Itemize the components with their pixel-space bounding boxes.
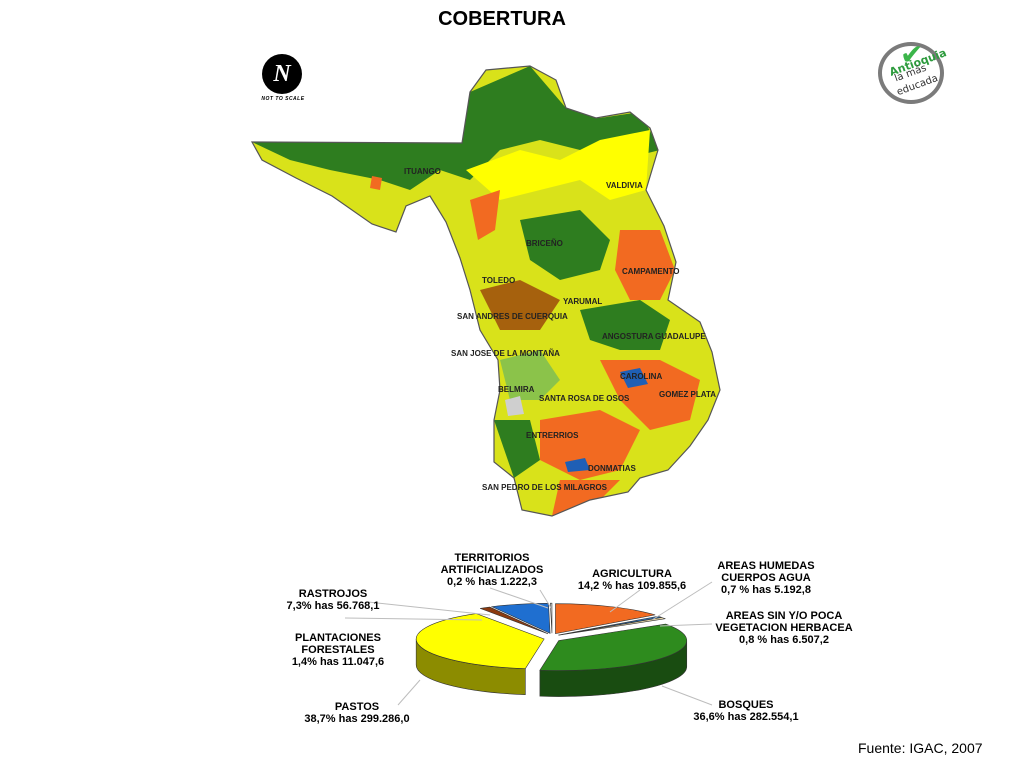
pie-label-areas-sin-vegetacion: AREAS SIN Y/O POCA VEGETACION HERBACEA 0…	[715, 610, 853, 646]
north-arrow-icon: N	[262, 54, 302, 94]
logo-ring	[878, 42, 944, 104]
map-label-campamento: CAMPAMENTO	[622, 267, 679, 276]
check-icon: ✔	[900, 38, 924, 71]
pie-slice-0	[555, 603, 656, 635]
map-fill	[252, 66, 720, 516]
pie-slice-5	[479, 606, 549, 635]
map-label-toledo: TOLEDO	[482, 276, 515, 285]
antioquia-logo: ✔ Antioquia la más educada	[876, 38, 952, 108]
pie-leader-lines	[344, 581, 713, 706]
pie-label-bosques: BOSQUES 36,6% has 282.554,1	[693, 699, 799, 723]
pie-slice-3	[539, 623, 688, 671]
map-label-entrerrios: ENTRERRIOS	[526, 431, 579, 440]
map-label-san-jose: SAN JOSE DE LA MONTAÑA	[451, 349, 560, 358]
map-label-santa-rosa: SANTA ROSA DE OSOS	[539, 394, 630, 403]
map-label-gomez-plata: GOMEZ PLATA	[659, 390, 716, 399]
pie-label-areas-humedas: AREAS HUMEDAS CUERPOS AGUA 0,7 % has 5.1…	[717, 560, 815, 596]
pie-slice-2	[558, 617, 666, 636]
not-to-scale-label: NOT TO SCALE	[261, 96, 305, 102]
map-label-donmatias: DONMATIAS	[588, 464, 637, 473]
map-label-yarumal: YARUMAL	[563, 297, 602, 306]
map-label-san-pedro: SAN PEDRO DE LOS MILAGROS	[482, 483, 608, 492]
north-arrow: N NOT TO SCALE	[258, 52, 308, 108]
map-label-belmira: BELMIRA	[498, 385, 535, 394]
map-label-ituango: ITUANGO	[404, 167, 441, 176]
map-label-briceno: BRICEÑO	[526, 239, 563, 248]
map-label-san-andres: SAN ANDRES DE CUERQUIA	[457, 312, 568, 321]
map-label-valdivia: VALDIVIA	[606, 181, 643, 190]
source-caption: Fuente: IGAC, 2007	[858, 740, 983, 756]
pie-label-rastrojos: RASTROJOS 7,3% has 56.768,1	[286, 588, 380, 612]
map-outline	[250, 65, 721, 517]
map-label-carolina: CAROLINA	[620, 372, 662, 381]
pie-label-pastos: PASTOS 38,7% has 299.286,0	[304, 701, 410, 725]
pie-label-plantaciones: PLANTACIONES FORESTALES 1,4% has 11.047,…	[291, 632, 385, 668]
coverage-pie-chart	[415, 602, 688, 697]
pie-label-agricultura: AGRICULTURA 14,2 % has 109.855,6	[577, 568, 687, 592]
pie-slice-7	[550, 602, 553, 634]
map-label-guadalupe: GUADALUPE	[655, 332, 706, 341]
map-label-angostura: ANGOSTURA	[602, 332, 654, 341]
pie-label-territorios: TERRITORIOS ARTIFICIALIZADOS 0,2 % has 1…	[440, 552, 544, 588]
page-title: COBERTURA	[438, 8, 566, 30]
